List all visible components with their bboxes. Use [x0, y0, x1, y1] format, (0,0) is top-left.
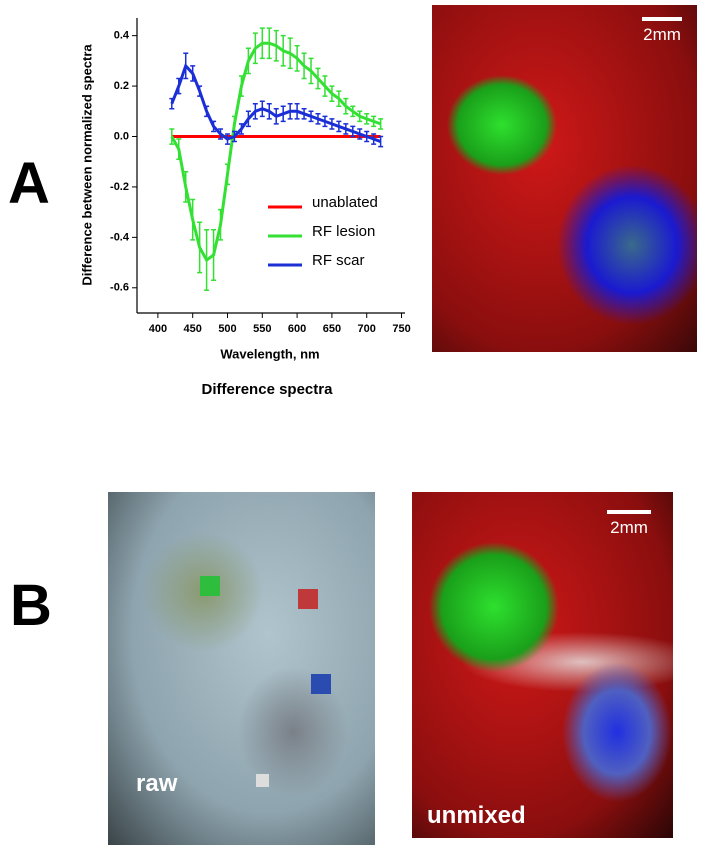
chart-caption: Difference spectra: [202, 381, 334, 398]
unmixed-image: 2mm unmixed: [412, 492, 673, 838]
y-tick-label: -0.4: [110, 231, 130, 243]
panel-label: B: [10, 573, 52, 638]
y-tick-label: 0.4: [114, 30, 130, 42]
image-label: raw: [136, 770, 178, 797]
error-bar: [169, 128, 175, 145]
series-line: [170, 41, 382, 263]
raw-image: raw: [108, 492, 375, 845]
x-tick-label: 500: [218, 323, 236, 335]
x-tick-label: 650: [323, 323, 341, 335]
scale-label: 2mm: [610, 518, 648, 537]
scale-label: 2mm: [643, 25, 681, 44]
x-tick-label: 600: [288, 323, 306, 335]
x-tick-label: 400: [149, 323, 167, 335]
x-axis-label: Wavelength, nm: [220, 346, 319, 361]
unmixed-image: 2mm: [432, 5, 697, 352]
legend-label: unablated: [312, 194, 378, 211]
x-tick-label: 550: [253, 323, 271, 335]
legend-label: RF lesion: [312, 223, 375, 240]
x-tick-label: 450: [184, 323, 202, 335]
chart: Difference spectra Wavelength, nm Differ…: [79, 18, 411, 398]
y-tick-label: 0.0: [114, 130, 129, 142]
y-tick-label: 0.2: [114, 80, 129, 92]
legend-label: RF scar: [312, 252, 365, 269]
roi: [200, 576, 220, 596]
panel-label: A: [8, 151, 50, 216]
roi: [256, 774, 269, 787]
roi: [311, 674, 331, 694]
x-tick-label: 700: [358, 323, 376, 335]
y-tick-label: -0.6: [110, 282, 129, 294]
image-label: unmixed: [427, 802, 526, 829]
scale-bar: 2mm: [594, 510, 664, 538]
scale-bar: 2mm: [632, 17, 692, 45]
y-axis-label: Difference between normalized spectra: [79, 44, 94, 286]
roi: [298, 589, 318, 609]
y-tick-label: -0.2: [110, 181, 129, 193]
x-tick-label: 750: [392, 323, 410, 335]
series-line: [170, 63, 382, 143]
